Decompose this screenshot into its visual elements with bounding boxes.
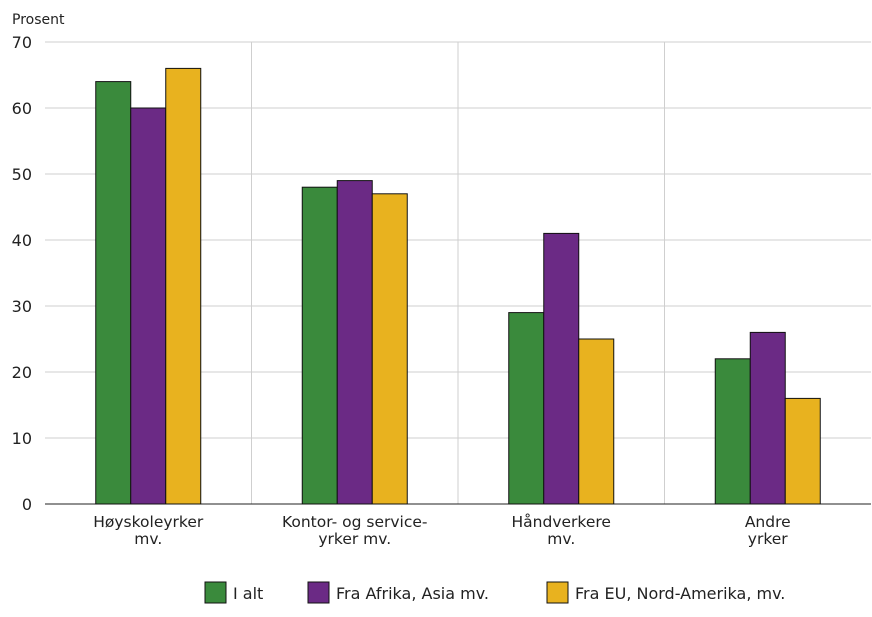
bar	[336, 180, 373, 505]
legend-swatch	[307, 581, 330, 604]
bar	[95, 81, 132, 505]
y-axis-ticks: 0 10 20 30 40 50 60 70	[12, 33, 32, 514]
x-tick-label: Kontor- og service-	[282, 513, 428, 531]
y-tick-label: 20	[12, 363, 32, 382]
bar	[508, 312, 545, 505]
bar	[130, 107, 167, 505]
y-tick-label: 30	[12, 297, 32, 316]
legend-label: Fra Afrika, Asia mv.	[336, 584, 489, 603]
x-tick-label: yrker mv.	[318, 530, 391, 548]
x-tick-label: mv.	[547, 530, 575, 548]
legend-label: Fra EU, Nord-Amerika, mv.	[575, 584, 785, 603]
x-tick-label: Andre	[745, 513, 791, 531]
bar	[784, 397, 821, 505]
bar	[578, 338, 615, 505]
x-tick-label: Håndverkere	[512, 513, 611, 531]
y-tick-label: 10	[12, 429, 32, 448]
legend-swatch	[204, 581, 227, 604]
legend: I alt Fra Afrika, Asia mv. Fra EU, Nord-Am…	[204, 581, 785, 604]
legend-label: I alt	[233, 584, 263, 603]
y-tick-label: 60	[12, 99, 32, 118]
y-tick-label: 40	[12, 231, 32, 250]
y-tick-label: 50	[12, 165, 32, 184]
y-axis-label: Prosent	[12, 12, 65, 28]
y-tick-label: 70	[12, 33, 32, 52]
x-tick-label: mv.	[134, 530, 162, 548]
bar	[543, 232, 580, 505]
legend-swatch	[546, 581, 569, 604]
x-tick-label: yrker	[748, 530, 789, 548]
bar	[749, 331, 786, 505]
bars	[95, 67, 821, 505]
bar	[714, 358, 751, 505]
bar	[371, 193, 408, 505]
x-tick-label: Høyskoleyrker	[93, 513, 204, 531]
bar	[301, 186, 338, 505]
bar	[165, 67, 202, 505]
y-tick-label: 0	[22, 495, 32, 514]
